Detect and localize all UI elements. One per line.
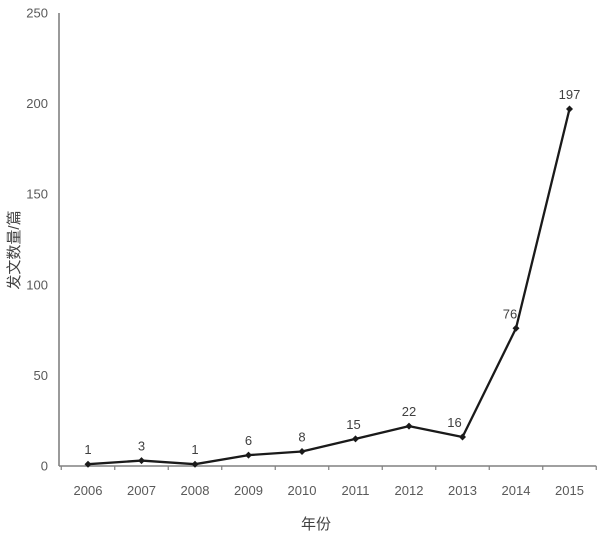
y-tick-label: 0 [41, 459, 48, 474]
x-tick-label: 2015 [555, 483, 584, 498]
data-point-marker [245, 451, 252, 459]
data-point-marker [512, 324, 520, 332]
x-tick-label: 2007 [127, 483, 156, 498]
data-point-label: 22 [402, 404, 416, 419]
data-point-marker [405, 422, 413, 430]
data-point-label: 197 [559, 87, 581, 102]
x-tick-label: 2012 [395, 483, 424, 498]
x-tick-label: 2006 [74, 483, 103, 498]
y-tick-label: 150 [26, 187, 48, 202]
y-tick-label: 50 [34, 368, 48, 383]
x-tick-label: 2008 [181, 483, 210, 498]
data-point-marker [298, 448, 306, 456]
data-point-marker [459, 433, 466, 441]
series-line [86, 107, 571, 466]
data-point-label: 3 [138, 439, 145, 454]
data-point-label: 76 [503, 306, 517, 321]
y-axis-title: 发文数量/篇 [5, 210, 23, 289]
data-point-marker [352, 435, 359, 443]
x-tick-label: 2014 [502, 483, 531, 498]
data-point-label: 6 [245, 433, 252, 448]
data-point-label: 16 [447, 415, 461, 430]
x-tick-label: 2009 [234, 483, 263, 498]
y-tick-label: 200 [26, 96, 48, 111]
x-axis-title: 年份 [301, 516, 331, 533]
data-point-marker [191, 460, 199, 468]
y-tick-label: 250 [26, 6, 48, 21]
x-tick-label: 2010 [288, 483, 317, 498]
data-point-marker [84, 460, 92, 468]
data-point-label: 1 [84, 442, 91, 457]
x-tick-label: 2011 [342, 483, 370, 498]
data-point-marker [566, 105, 573, 113]
data-point-marker [138, 457, 145, 465]
y-tick-label: 100 [26, 277, 48, 292]
data-point-label: 15 [346, 417, 360, 432]
data-point-label: 8 [298, 430, 305, 445]
x-tick-label: 2013 [448, 483, 477, 498]
data-point-label: 1 [191, 442, 198, 457]
